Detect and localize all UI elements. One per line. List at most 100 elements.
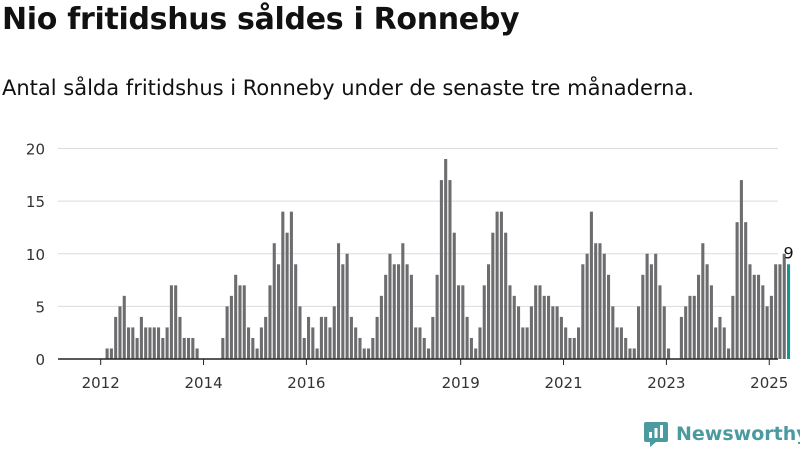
data-bar	[465, 316, 469, 359]
data-bar	[379, 295, 383, 359]
data-bar	[594, 243, 598, 359]
data-bar	[302, 337, 306, 359]
data-bar	[448, 180, 452, 359]
data-bar	[397, 264, 401, 359]
data-bar	[628, 348, 632, 359]
data-bar	[268, 285, 272, 359]
data-bar	[105, 348, 109, 359]
data-bar	[521, 327, 525, 359]
x-tick-label: 2016	[287, 374, 325, 392]
data-bar	[765, 306, 769, 359]
x-tick-label: 2019	[442, 374, 480, 392]
y-tick-label: 15	[26, 193, 45, 211]
data-bar	[547, 295, 551, 359]
data-bar	[457, 285, 461, 359]
data-bar	[341, 264, 345, 359]
data-bar	[127, 327, 131, 359]
data-bar	[774, 264, 778, 359]
data-bar	[135, 337, 139, 359]
data-bar	[649, 264, 653, 359]
data-bar	[388, 253, 392, 359]
data-bar	[285, 232, 289, 359]
data-bar	[542, 295, 546, 359]
data-bar	[551, 306, 555, 359]
data-bar	[392, 264, 396, 359]
data-bar	[517, 306, 521, 359]
data-bar	[684, 306, 688, 359]
data-bar	[195, 348, 199, 359]
data-bar	[238, 285, 242, 359]
data-bar	[534, 285, 538, 359]
data-bar	[225, 306, 229, 359]
data-bar	[298, 306, 302, 359]
data-bar	[769, 295, 773, 359]
data-bar	[641, 274, 645, 359]
data-bar	[362, 348, 366, 359]
chart-subtitle: Antal sålda fritidshus i Ronneby under d…	[2, 76, 695, 100]
data-bar	[182, 337, 186, 359]
data-bar	[444, 159, 448, 359]
data-bar	[165, 327, 169, 359]
data-bar	[637, 306, 641, 359]
newsworthy-logo-icon	[644, 422, 668, 447]
data-bar	[709, 285, 713, 359]
data-bar	[354, 327, 358, 359]
brand-logo: Newsworthy	[644, 420, 800, 448]
data-bar	[255, 348, 259, 359]
data-bar	[439, 180, 443, 359]
data-bar	[744, 222, 748, 359]
data-bar	[688, 295, 692, 359]
data-bar	[259, 327, 263, 359]
data-bar	[109, 348, 113, 359]
data-bar	[427, 348, 431, 359]
x-tick-label: 2014	[184, 374, 222, 392]
data-bar	[178, 316, 182, 359]
data-bar	[242, 285, 246, 359]
data-bar	[114, 316, 118, 359]
data-bar	[512, 295, 516, 359]
data-bar	[328, 327, 332, 359]
data-bar	[487, 264, 491, 359]
data-bar	[577, 327, 581, 359]
data-bar	[384, 274, 388, 359]
data-bar	[307, 316, 311, 359]
data-bar	[752, 274, 756, 359]
data-bar	[761, 285, 765, 359]
data-bar	[692, 295, 696, 359]
data-bar	[144, 327, 148, 359]
data-bar	[697, 274, 701, 359]
data-bar	[264, 316, 268, 359]
data-bar	[607, 274, 611, 359]
x-tick-label: 2012	[82, 374, 120, 392]
highlighted-bar	[787, 264, 791, 359]
data-bar	[435, 274, 439, 359]
data-bar	[602, 253, 606, 359]
data-bar	[122, 295, 126, 359]
data-bar	[148, 327, 152, 359]
brand-name: Newsworthy	[676, 423, 800, 445]
data-bar	[559, 316, 563, 359]
data-bar	[221, 337, 225, 359]
data-bar	[281, 211, 285, 359]
data-bar	[337, 243, 341, 359]
data-bar	[139, 316, 143, 359]
data-bar	[658, 285, 662, 359]
data-bar	[757, 274, 761, 359]
data-bar	[349, 316, 353, 359]
data-bar	[718, 316, 722, 359]
data-bar	[422, 337, 426, 359]
data-bar	[632, 348, 636, 359]
data-bar	[277, 264, 281, 359]
data-bar	[619, 327, 623, 359]
data-bar	[118, 306, 122, 359]
data-bar	[662, 306, 666, 359]
data-bar	[345, 253, 349, 359]
data-bar	[679, 316, 683, 359]
data-bar	[234, 274, 238, 359]
x-tick-label: 2021	[544, 374, 582, 392]
y-tick-label: 5	[35, 298, 45, 316]
data-bar	[667, 348, 671, 359]
data-bar	[367, 348, 371, 359]
data-bar	[169, 285, 173, 359]
data-bar	[499, 211, 503, 359]
